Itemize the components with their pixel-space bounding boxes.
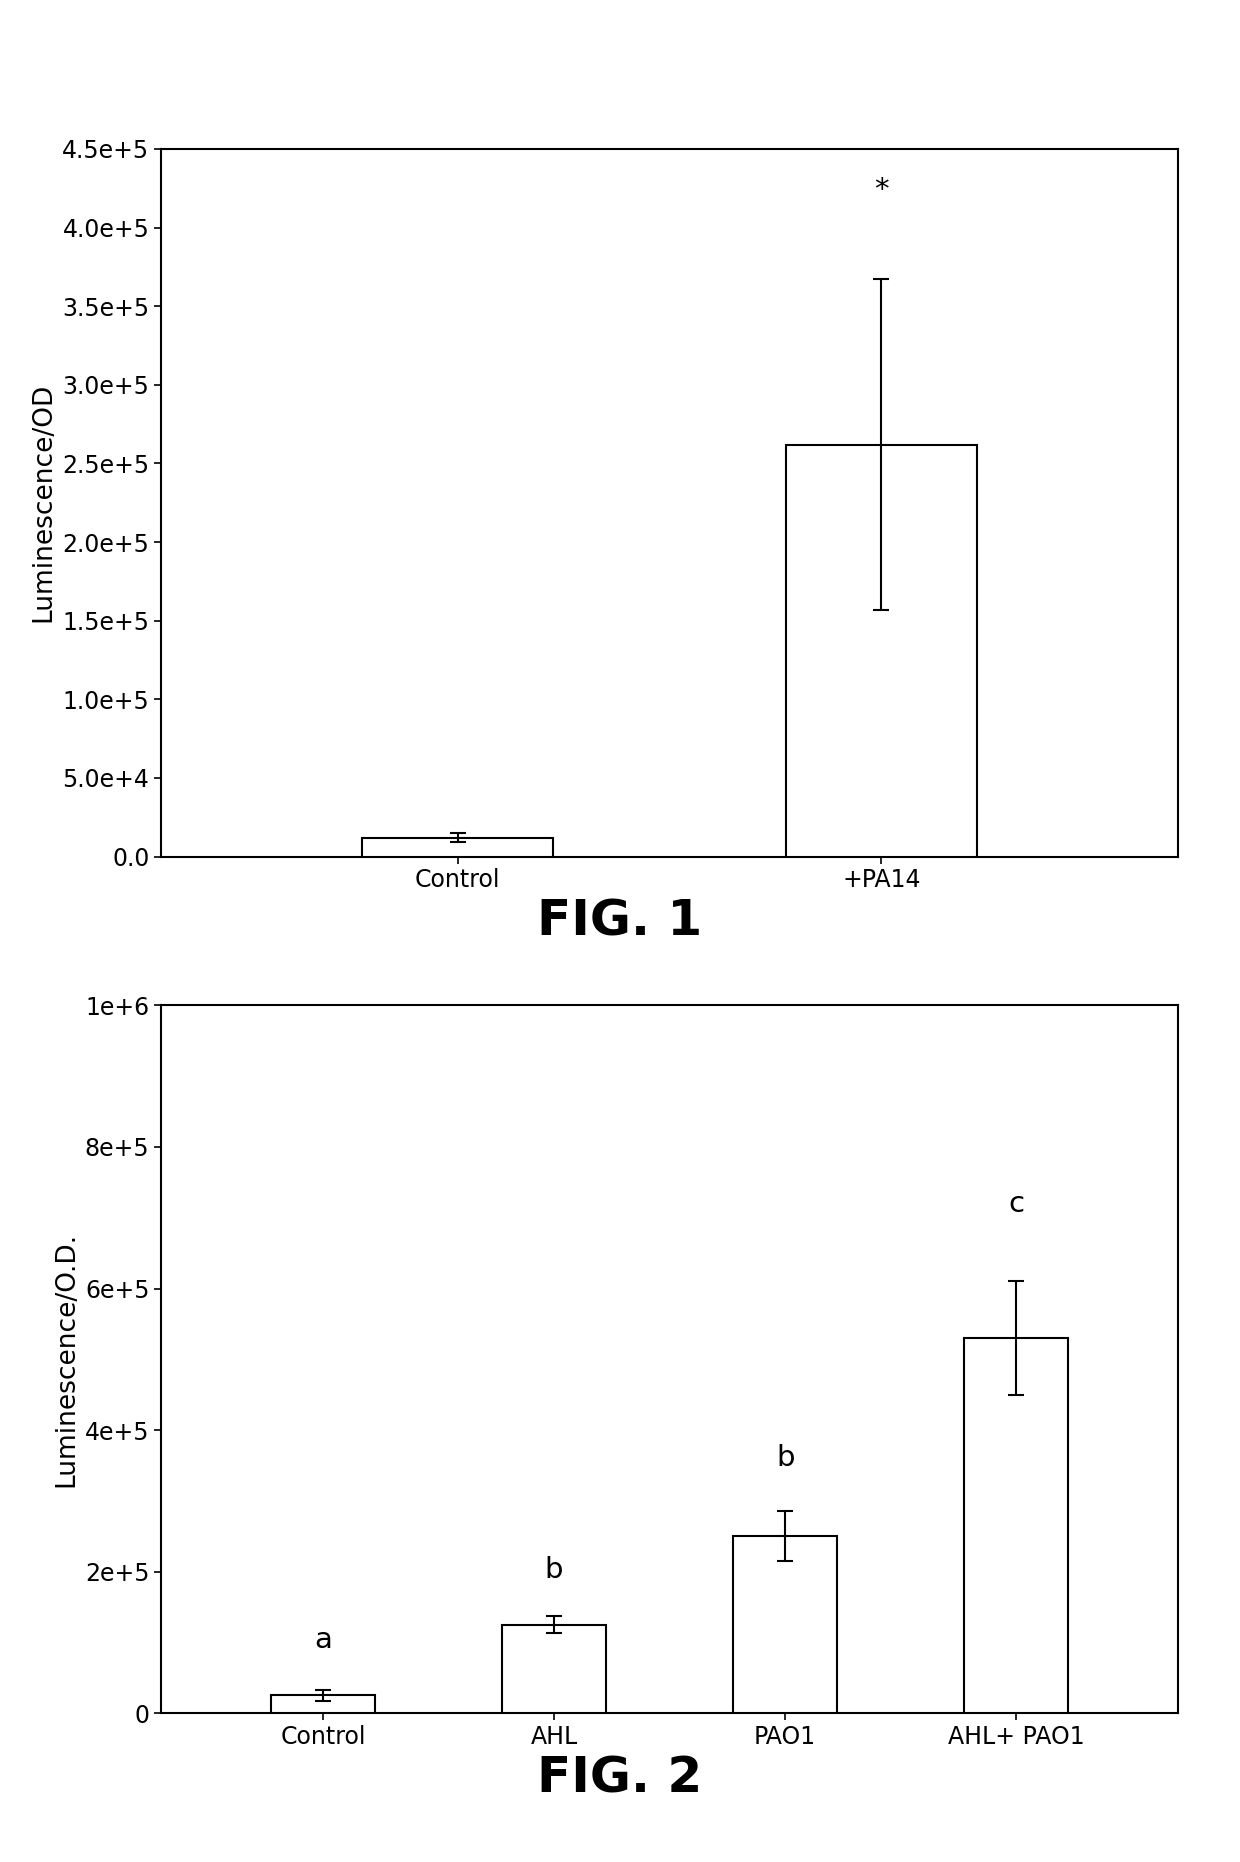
Bar bbox=[272, 1694, 374, 1713]
Bar bbox=[502, 1624, 606, 1713]
Y-axis label: Luminescence/O.D.: Luminescence/O.D. bbox=[53, 1231, 79, 1488]
Text: c: c bbox=[1008, 1190, 1024, 1218]
Bar bbox=[965, 1339, 1068, 1713]
Text: FIG. 2: FIG. 2 bbox=[537, 1754, 703, 1802]
Text: *: * bbox=[874, 177, 889, 205]
Bar bbox=[786, 445, 977, 857]
Text: b: b bbox=[776, 1445, 795, 1473]
Bar bbox=[733, 1536, 837, 1713]
Text: FIG. 1: FIG. 1 bbox=[537, 897, 703, 946]
Bar bbox=[362, 838, 553, 857]
Text: a: a bbox=[314, 1626, 332, 1653]
Y-axis label: Luminescence/OD: Luminescence/OD bbox=[31, 384, 57, 622]
Text: b: b bbox=[544, 1557, 563, 1585]
